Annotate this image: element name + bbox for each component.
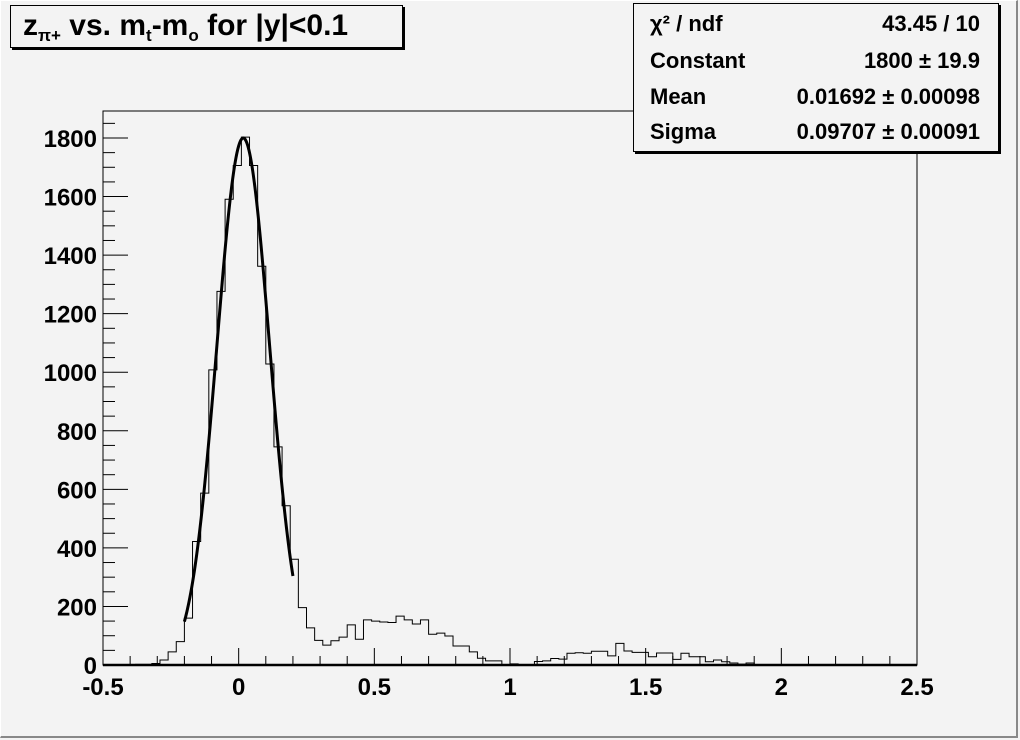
x-tick-label: 1: [503, 674, 516, 701]
stats-row-sigma: Sigma 0.09707 ± 0.00091: [650, 115, 980, 149]
x-tick-label: -0.5: [82, 674, 123, 701]
stats-value: 0.01692 ± 0.00098: [796, 84, 980, 109]
stats-label: Constant: [650, 48, 746, 73]
y-tick-label: 1000: [44, 360, 97, 387]
chart-title: zπ+ vs. mt-mo for |y|<0.1: [10, 5, 403, 48]
stats-row-chi2: χ² / ndf 43.45 / 10: [650, 7, 980, 41]
title-sub: o: [188, 26, 199, 45]
stats-value: 0.09707 ± 0.00091: [796, 119, 980, 144]
x-tick-label: 2: [775, 674, 788, 701]
stats-label: Sigma: [650, 119, 717, 144]
stats-value: 43.45 / 10: [882, 11, 980, 36]
title-sub: t: [146, 26, 152, 45]
title-part: z: [23, 9, 38, 42]
y-tick-label: 1200: [44, 302, 97, 329]
y-tick-label: 800: [57, 419, 97, 446]
plot-frame: [102, 110, 918, 666]
fit-stats-box: χ² / ndf 43.45 / 10 Constant 1800 ± 19.9 M…: [633, 3, 999, 152]
x-tick-label: 0: [232, 674, 245, 701]
stats-value: 1800 ± 19.9: [863, 48, 980, 73]
title-part: vs. m: [60, 9, 147, 42]
x-tick-label: 1.5: [629, 674, 662, 701]
title-part: -m: [151, 9, 189, 42]
y-tick-label: 200: [57, 594, 97, 621]
gaussian-fit-curve: [182, 136, 295, 622]
x-tick-label: 2.5: [900, 674, 933, 701]
y-tick-label: 1800: [44, 126, 97, 153]
stats-row-mean: Mean 0.01692 ± 0.00098: [650, 80, 980, 114]
title-sub: π+: [38, 26, 61, 45]
stats-label: Mean: [650, 84, 707, 109]
stats-row-constant: Constant 1800 ± 19.9: [650, 44, 980, 78]
y-tick-label: 0: [84, 653, 97, 680]
x-tick-label: 0.5: [358, 674, 391, 701]
y-tick-label: 1600: [44, 185, 97, 212]
y-tick-label: 1400: [44, 243, 97, 270]
stats-label: χ² / ndf: [650, 11, 723, 36]
y-tick-label: 400: [57, 536, 97, 563]
title-part: for |y|<0.1: [198, 9, 349, 42]
y-tick-label: 600: [57, 477, 97, 504]
